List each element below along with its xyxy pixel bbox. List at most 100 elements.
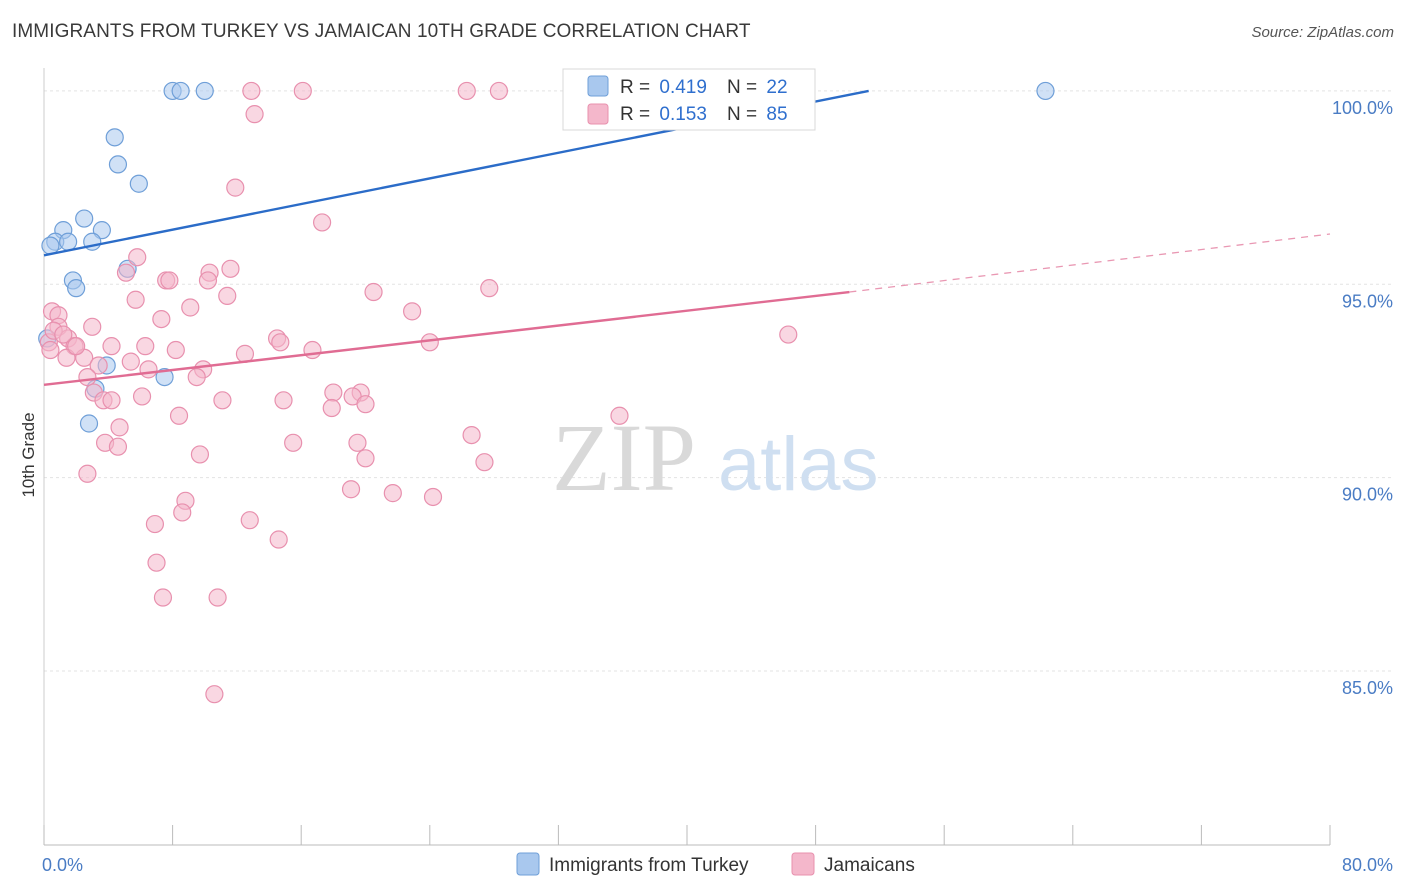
point-pink-83: [67, 337, 86, 356]
point-pink-23: [152, 309, 171, 329]
point-blue-18: [155, 367, 174, 387]
point-pink-73: [240, 511, 259, 530]
point-pink-68: [341, 480, 361, 499]
point-pink-59: [462, 425, 481, 445]
point-blue-9: [92, 221, 111, 240]
point-pink-9: [116, 263, 136, 282]
point-pink-57: [169, 406, 189, 425]
point-pink-77: [153, 588, 173, 607]
point-blue-4: [105, 128, 124, 147]
bottom-legend-swatch-turkey: [516, 852, 540, 876]
watermark-atlas: atlas: [718, 422, 879, 507]
legend-r-value-1: 0.419: [659, 77, 707, 98]
point-pink-32: [102, 337, 121, 356]
legend-n-value-1: 22: [766, 77, 787, 98]
point-pink-8: [128, 248, 147, 267]
point-blue-13: [41, 236, 60, 255]
point-pink-29: [420, 333, 439, 352]
point-pink-75: [269, 530, 288, 549]
point-pink-30: [779, 325, 798, 344]
x-tick-label-1: 80.0%: [1342, 855, 1393, 875]
point-blue-3: [1036, 81, 1055, 101]
point-blue-5: [108, 155, 128, 174]
legend-n-label-1: N =: [727, 77, 762, 98]
point-pink-62: [284, 433, 303, 452]
point-pink-66: [475, 453, 494, 472]
point-pink-50: [132, 387, 152, 406]
point-pink-58: [110, 418, 129, 437]
chart-source: Source: ZipAtlas.com: [1251, 24, 1394, 41]
point-pink-5: [245, 105, 264, 124]
legend-r-value-2: 0.153: [659, 104, 707, 125]
point-pink-64: [190, 445, 210, 464]
axes: [43, 68, 1331, 846]
point-pink-19: [181, 298, 200, 317]
legend-swatch-blue: [587, 75, 609, 97]
point-pink-49: [102, 391, 121, 410]
point-pink-38: [57, 348, 76, 367]
point-pink-2: [457, 81, 476, 101]
point-pink-3: [489, 81, 509, 101]
point-pink-14: [198, 271, 218, 290]
trend-line-dashed-pink: [849, 233, 1331, 293]
point-pink-36: [303, 340, 322, 360]
bottom-legend-swatch-jamaicans: [791, 852, 815, 876]
bottom-legend: Immigrants from Turkey Jamaicans: [516, 852, 915, 876]
x-tick-label-0: 0.0%: [42, 855, 83, 875]
point-pink-15: [218, 286, 237, 305]
point-pink-34: [166, 340, 185, 360]
grid-lines: [44, 90, 1394, 672]
legend-r-label-1: R =: [620, 77, 655, 98]
point-blue-2: [195, 81, 214, 101]
point-pink-76: [147, 553, 166, 572]
point-pink-11: [221, 259, 240, 278]
point-pink-74: [145, 514, 165, 534]
point-pink-6: [226, 178, 245, 197]
point-pink-7: [312, 213, 332, 232]
point-pink-42: [78, 367, 97, 387]
legend: R = 0.419 N = 22 R = 0.153 N = 85: [562, 68, 816, 131]
point-pink-44: [187, 367, 206, 387]
point-pink-55: [356, 395, 375, 414]
point-blue-20: [79, 414, 99, 433]
point-pink-79: [205, 685, 224, 704]
y-tick-label-2: 90.0%: [1342, 485, 1393, 505]
point-pink-20: [403, 302, 422, 321]
bottom-legend-label-turkey: Immigrants from Turkey: [549, 855, 749, 876]
point-pink-39: [121, 352, 140, 371]
point-pink-54: [322, 398, 341, 418]
point-blue-16: [67, 279, 86, 298]
legend-n-label-2: N =: [727, 104, 762, 125]
legend-swatch-pink: [587, 103, 609, 125]
bottom-legend-label-jamaicans: Jamaicans: [824, 855, 915, 876]
point-pink-72: [173, 503, 192, 522]
series-pink: [39, 81, 798, 704]
y-tick-label-3: 85.0%: [1342, 678, 1393, 698]
data-points: [38, 81, 1055, 704]
point-pink-67: [78, 464, 97, 483]
point-pink-56: [610, 406, 629, 425]
y-tick-label-0: 100.0%: [1332, 98, 1393, 118]
point-pink-84: [41, 340, 60, 360]
legend-r-label-2: R =: [620, 104, 655, 125]
y-tick-label-1: 95.0%: [1342, 291, 1393, 311]
point-pink-40: [89, 356, 108, 375]
point-pink-61: [108, 437, 128, 456]
point-pink-0: [242, 81, 261, 101]
legend-row-2: R = 0.153 N = 85: [620, 104, 788, 125]
tick-labels: 100.0% 95.0% 90.0% 85.0% 0.0% 80.0%: [42, 98, 1393, 875]
point-pink-17: [480, 279, 499, 298]
trend-line-pink: [43, 290, 850, 387]
point-pink-70: [423, 487, 443, 507]
point-pink-43: [139, 360, 158, 379]
point-pink-13: [160, 271, 179, 290]
point-blue-6: [129, 174, 148, 193]
chart-title: IMMIGRANTS FROM TURKEY VS JAMAICAN 10TH …: [12, 21, 751, 42]
y-axis-label: 10th Grade: [19, 412, 38, 497]
point-pink-65: [356, 449, 375, 468]
point-pink-1: [293, 81, 312, 101]
point-pink-28: [271, 333, 290, 352]
point-pink-33: [136, 337, 155, 356]
point-pink-69: [383, 484, 402, 503]
